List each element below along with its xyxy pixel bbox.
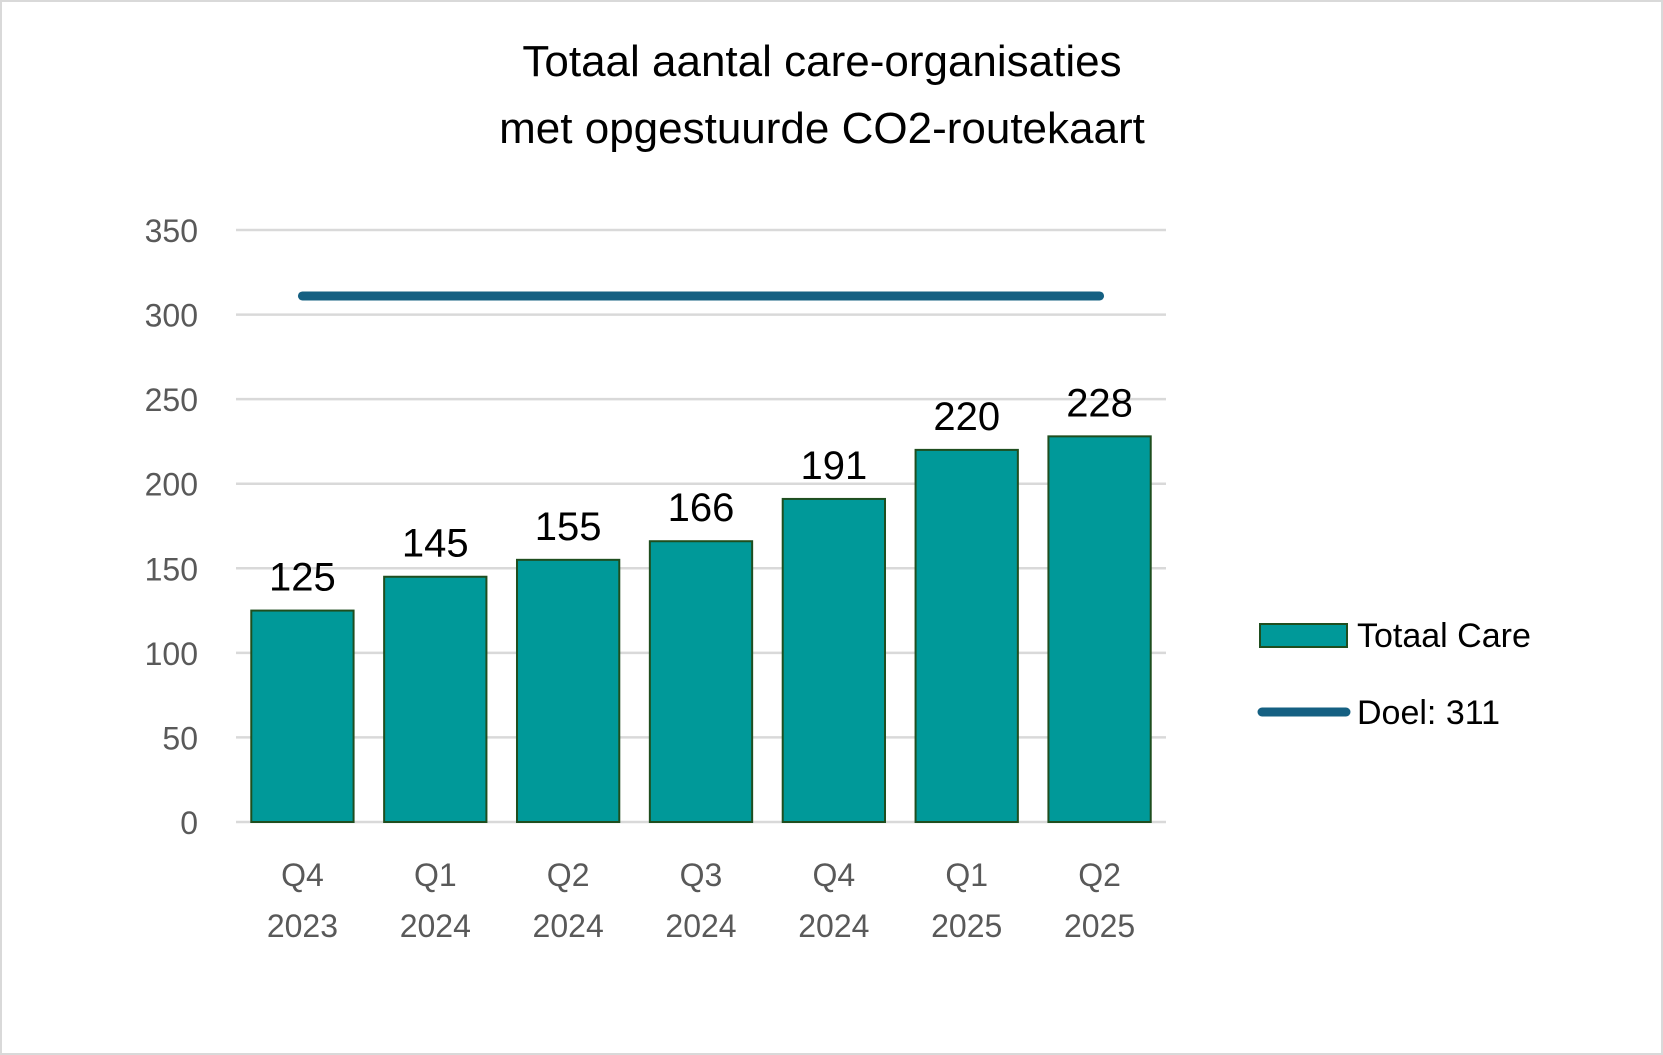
x-tick-label-2-line2: 2024 [533,908,604,944]
data-label-1: 145 [402,522,469,566]
x-tick-label-3-line2: 2024 [665,908,736,944]
y-tick-label-200: 200 [145,467,198,503]
x-tick-label-2-line1: Q2 [547,857,590,893]
bar-4 [781,497,887,823]
chart-title: Totaal aantal care-organisaties met opge… [499,37,1145,153]
y-tick-label-0: 0 [180,805,198,841]
x-tick-label-5-line2: 2025 [931,908,1002,944]
data-labels: 125 145 155 166 191 220 228 [269,381,1133,599]
bar-1 [383,575,488,823]
y-tick-label-50: 50 [162,720,198,756]
chart-title-line-2: met opgestuurde CO2-routekaart [499,104,1145,153]
y-tick-label-150: 150 [145,551,198,587]
y-tick-label-100: 100 [145,636,198,672]
y-tick-label-250: 250 [145,382,198,418]
legend: Totaal Care Doel: 311 [1257,617,1531,732]
x-tick-label-5-line1: Q1 [945,857,988,893]
chart-title-line-1: Totaal aantal care-organisaties [522,37,1121,86]
x-tick-label-6-line1: Q2 [1078,857,1121,893]
data-label-3: 166 [668,486,735,530]
x-tick-label-0-line2: 2023 [267,908,338,944]
data-label-6: 228 [1066,381,1133,425]
legend-swatch-bar [1259,623,1348,648]
x-tick-label-4-line1: Q4 [813,857,856,893]
bar-6 [1047,435,1152,823]
x-tick-label-6-line2: 2025 [1064,908,1135,944]
bar-5 [914,448,1019,823]
legend-label-line: Doel: 311 [1357,694,1500,732]
x-tick-label-1-line1: Q1 [414,857,457,893]
x-tick-label-4-line2: 2024 [798,908,869,944]
data-label-4: 191 [800,444,867,488]
y-tick-label-350: 350 [145,213,198,249]
x-axis: Q4 2023 Q1 2024 Q2 2024 Q3 2024 Q4 2024 Q1 2025 Q2 20… [267,857,1135,944]
x-tick-label-0-line1: Q4 [281,857,324,893]
bar-2 [515,558,621,823]
y-tick-label-300: 300 [145,298,198,334]
bar-3 [648,540,754,823]
data-label-5: 220 [933,395,1000,439]
y-axis: 0 50 100 150 200 250 300 350 [145,213,198,841]
x-tick-label-3-line1: Q3 [680,857,723,893]
legend-label-bar: Totaal Care [1357,617,1531,655]
bar-series [250,435,1152,823]
data-label-0: 125 [269,556,336,600]
bar-0 [250,609,355,823]
x-tick-label-1-line2: 2024 [400,908,471,944]
data-label-2: 155 [535,505,602,549]
